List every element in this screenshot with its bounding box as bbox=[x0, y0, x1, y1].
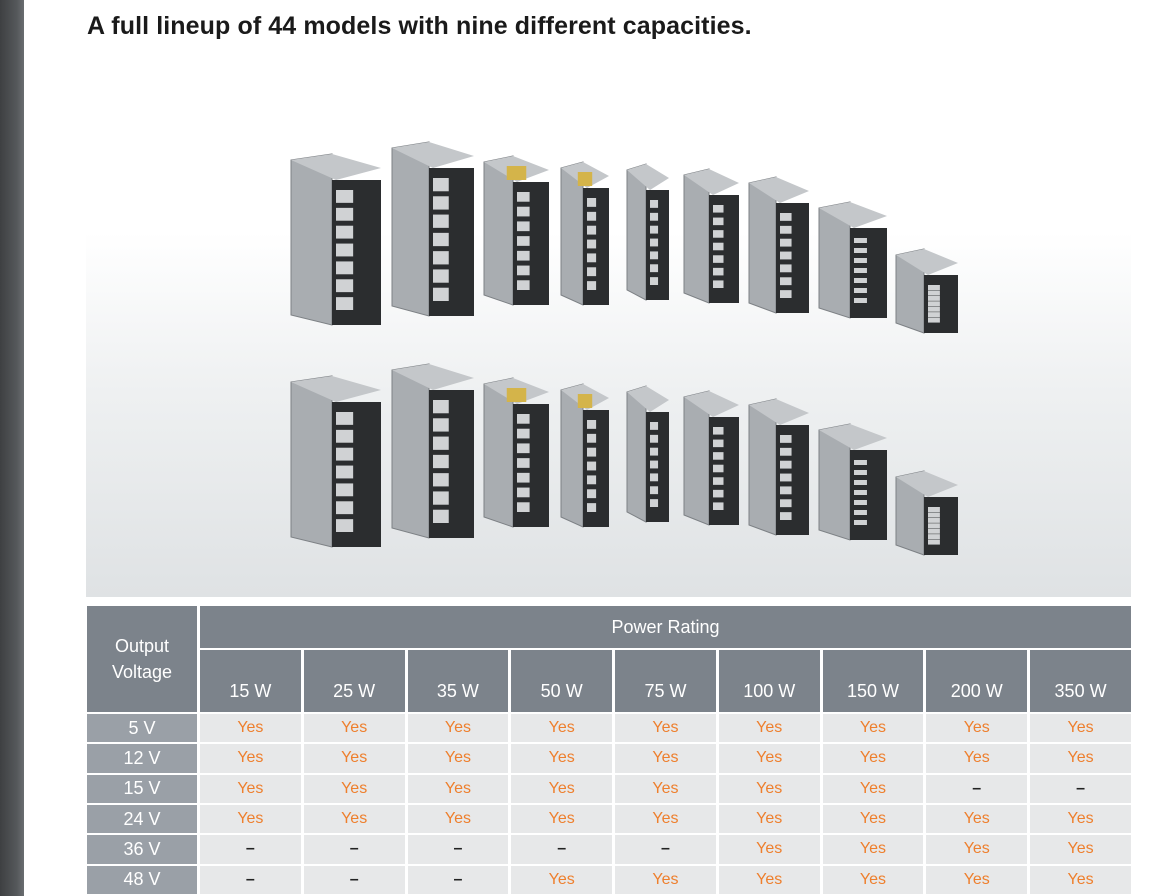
voltage-label: 48 V bbox=[87, 865, 197, 894]
power-supply-unit bbox=[391, 141, 474, 317]
table-cell: Yes bbox=[200, 774, 301, 803]
voltage-label: 5 V bbox=[87, 714, 197, 743]
table-cell: Yes bbox=[1030, 804, 1131, 834]
power-supply-unit bbox=[683, 390, 739, 526]
table-row: 48 V – – – Yes Yes Yes Yes Yes Yes bbox=[87, 865, 1131, 894]
column-header: 75 W bbox=[615, 650, 716, 712]
table-cell: Yes bbox=[615, 714, 716, 743]
column-header: 25 W bbox=[303, 650, 405, 712]
table-cell: Yes bbox=[303, 714, 405, 743]
column-header: 35 W bbox=[407, 650, 509, 712]
table-cell: Yes bbox=[407, 804, 509, 834]
table-cell: – bbox=[200, 865, 301, 894]
table-row: 36 V – – – – – Yes Yes Yes Yes bbox=[87, 835, 1131, 864]
table-cell: Yes bbox=[822, 744, 924, 773]
table-cell: Yes bbox=[407, 714, 509, 743]
power-supply-unit bbox=[626, 385, 669, 523]
power-supply-unit bbox=[895, 248, 958, 334]
power-supply-unit bbox=[626, 163, 669, 301]
table-cell: Yes bbox=[615, 774, 716, 803]
page-edge-bar bbox=[0, 0, 24, 896]
table-cell: Yes bbox=[822, 774, 924, 803]
power-supply-unit bbox=[560, 161, 609, 306]
table-cell: – bbox=[1030, 774, 1131, 803]
table-cell: Yes bbox=[718, 714, 820, 743]
column-header: 200 W bbox=[926, 650, 1028, 712]
table-row: 24 V Yes Yes Yes Yes Yes Yes Yes Yes Yes bbox=[87, 804, 1131, 834]
table-cell: – bbox=[511, 835, 613, 864]
page-title: A full lineup of 44 models with nine dif… bbox=[87, 12, 752, 40]
table-cell: Yes bbox=[1030, 714, 1131, 743]
table-cell: Yes bbox=[926, 744, 1028, 773]
column-header: 150 W bbox=[822, 650, 924, 712]
table-cell: Yes bbox=[615, 804, 716, 834]
table-cell: Yes bbox=[926, 804, 1028, 834]
column-header: 15 W bbox=[200, 650, 301, 712]
table-cell: Yes bbox=[303, 744, 405, 773]
table-cell: Yes bbox=[615, 865, 716, 894]
table-cell: – bbox=[615, 835, 716, 864]
table-cell: Yes bbox=[822, 714, 924, 743]
power-supply-unit bbox=[683, 168, 739, 304]
column-header: 100 W bbox=[718, 650, 820, 712]
power-supply-unit bbox=[818, 423, 887, 541]
table-cell: Yes bbox=[718, 835, 820, 864]
table-row: 15 V Yes Yes Yes Yes Yes Yes Yes – – bbox=[87, 774, 1131, 803]
power-supply-unit bbox=[391, 363, 474, 539]
table-cell: Yes bbox=[407, 774, 509, 803]
voltage-label: 12 V bbox=[87, 744, 197, 773]
power-supply-unit bbox=[748, 398, 809, 536]
table-cell: Yes bbox=[200, 744, 301, 773]
table-cell: Yes bbox=[926, 714, 1028, 743]
table-cell: Yes bbox=[926, 865, 1028, 894]
table-cell: Yes bbox=[926, 835, 1028, 864]
table-cell: Yes bbox=[511, 774, 613, 803]
column-header: 350 W bbox=[1030, 650, 1131, 712]
table-cell: Yes bbox=[200, 804, 301, 834]
table-cell: – bbox=[926, 774, 1028, 803]
table-cell: – bbox=[407, 865, 509, 894]
power-supply-unit bbox=[748, 176, 809, 314]
table-cell: Yes bbox=[511, 865, 613, 894]
table-cell: Yes bbox=[1030, 835, 1131, 864]
table-cell: Yes bbox=[200, 714, 301, 743]
table-cell: Yes bbox=[1030, 865, 1131, 894]
power-supply-unit bbox=[818, 201, 887, 319]
table-cell: – bbox=[303, 865, 405, 894]
table-cell: Yes bbox=[511, 714, 613, 743]
voltage-label: 36 V bbox=[87, 835, 197, 864]
table-cell: – bbox=[407, 835, 509, 864]
power-supply-unit bbox=[483, 377, 549, 528]
table-cell: Yes bbox=[303, 804, 405, 834]
power-supply-unit bbox=[290, 375, 381, 548]
table-cell: Yes bbox=[718, 804, 820, 834]
voltage-label: 24 V bbox=[87, 804, 197, 834]
power-rating-table: Output Voltage Power Rating 15 W 25 W 35… bbox=[84, 604, 1134, 896]
power-supply-unit bbox=[483, 155, 549, 306]
power-supply-unit bbox=[290, 153, 381, 326]
power-supply-unit bbox=[560, 383, 609, 528]
table-cell: – bbox=[303, 835, 405, 864]
table-cell: Yes bbox=[822, 835, 924, 864]
output-voltage-header: Output Voltage bbox=[87, 606, 197, 712]
power-supply-unit bbox=[895, 470, 958, 556]
table-row: 5 V Yes Yes Yes Yes Yes Yes Yes Yes Yes bbox=[87, 714, 1131, 743]
table-cell: Yes bbox=[511, 804, 613, 834]
table-cell: – bbox=[200, 835, 301, 864]
table-cell: Yes bbox=[1030, 744, 1131, 773]
table-cell: Yes bbox=[822, 804, 924, 834]
table-cell: Yes bbox=[718, 774, 820, 803]
table-cell: Yes bbox=[615, 744, 716, 773]
table-cell: Yes bbox=[511, 744, 613, 773]
product-photo bbox=[86, 90, 1131, 597]
table-cell: Yes bbox=[303, 774, 405, 803]
table-row: 12 V Yes Yes Yes Yes Yes Yes Yes Yes Yes bbox=[87, 744, 1131, 773]
table-cell: Yes bbox=[407, 744, 509, 773]
power-rating-header: Power Rating bbox=[200, 606, 1131, 648]
column-header: 50 W bbox=[511, 650, 613, 712]
table-cell: Yes bbox=[822, 865, 924, 894]
voltage-label: 15 V bbox=[87, 774, 197, 803]
table-cell: Yes bbox=[718, 744, 820, 773]
table-cell: Yes bbox=[718, 865, 820, 894]
